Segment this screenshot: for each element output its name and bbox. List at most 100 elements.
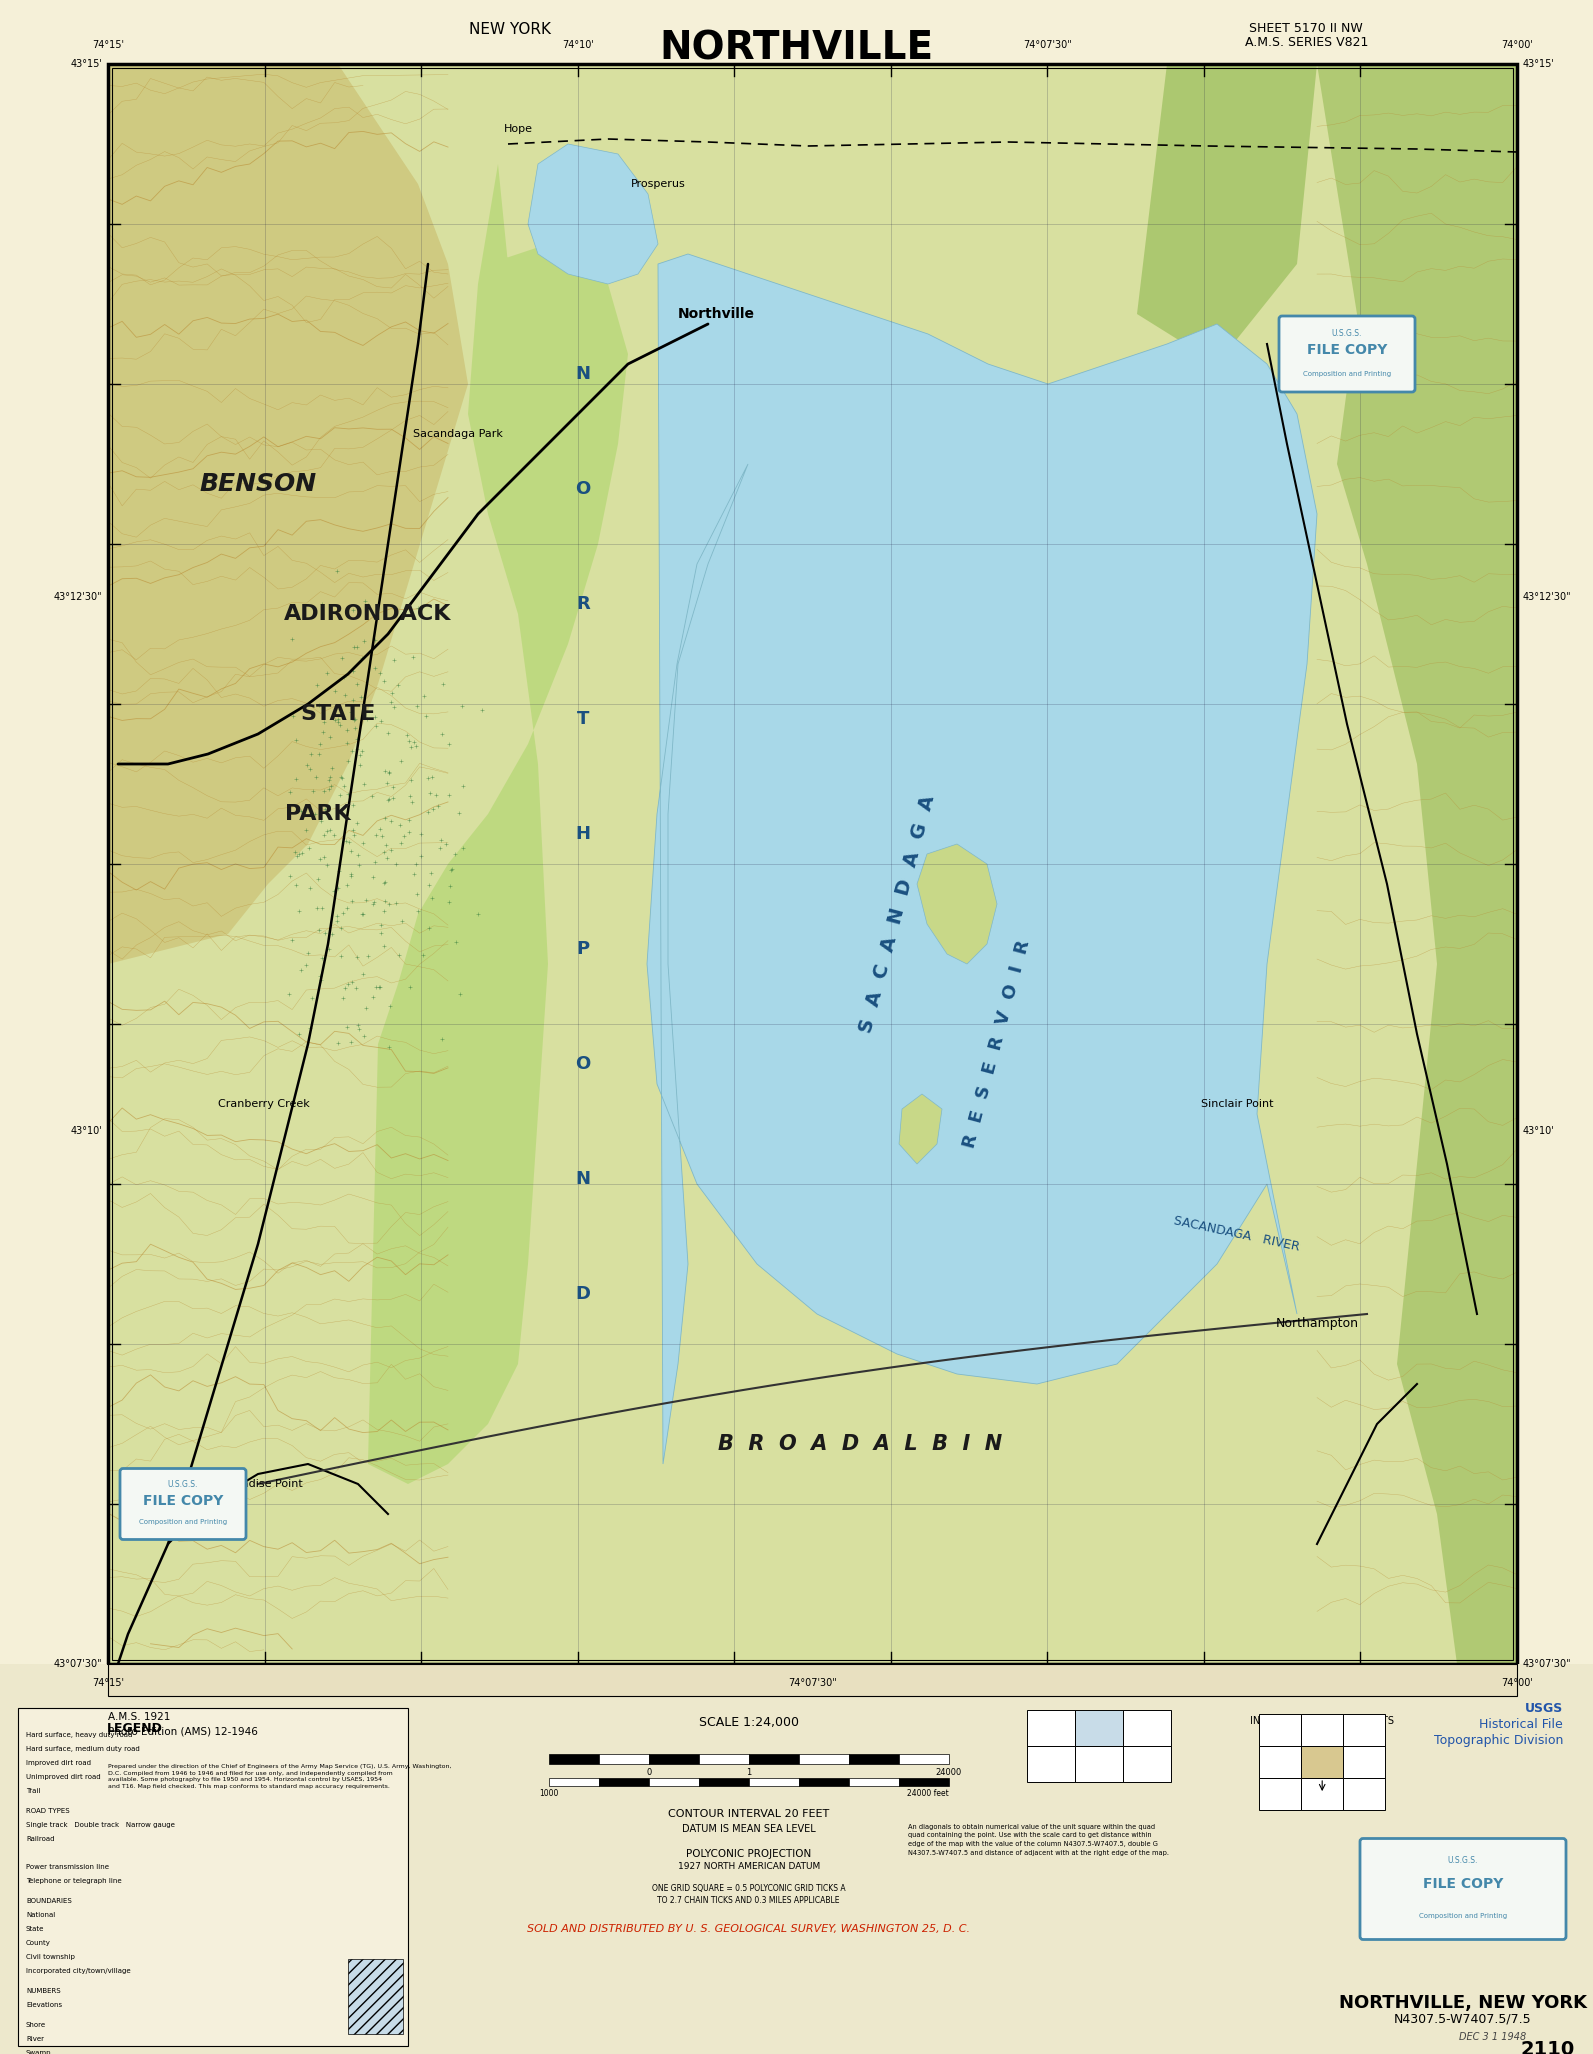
Text: Single track   Double track   Narrow gauge: Single track Double track Narrow gauge — [25, 1822, 175, 1828]
Text: FILE COPY: FILE COPY — [1306, 343, 1388, 357]
Text: A.M.S. SERIES V821: A.M.S. SERIES V821 — [1244, 37, 1368, 49]
Text: 43°15': 43°15' — [70, 60, 102, 70]
Text: Topographic Division: Topographic Division — [1434, 1734, 1563, 1748]
Text: U.S.G.S.: U.S.G.S. — [167, 1481, 198, 1489]
Text: BENSON: BENSON — [199, 472, 317, 495]
Text: Cranberry Creek: Cranberry Creek — [218, 1099, 309, 1109]
Text: Railroad: Railroad — [25, 1836, 54, 1842]
Text: 43°15': 43°15' — [1523, 60, 1555, 70]
Text: POLYCONIC PROJECTION: POLYCONIC PROJECTION — [687, 1849, 811, 1859]
Text: TO 2.7 CHAIN TICKS AND 0.3 MILES APPLICABLE: TO 2.7 CHAIN TICKS AND 0.3 MILES APPLICA… — [658, 1896, 840, 1904]
Text: CONTOUR INTERVAL 20 FEET: CONTOUR INTERVAL 20 FEET — [667, 1810, 830, 1820]
Polygon shape — [918, 844, 997, 963]
Text: 74°15': 74°15' — [92, 39, 124, 49]
Bar — [798, 1779, 849, 1787]
Bar — [648, 1779, 699, 1787]
Text: USGS: USGS — [1525, 1703, 1563, 1715]
Text: Incorporated city/town/village: Incorporated city/town/village — [25, 1968, 131, 1974]
Text: FILE COPY: FILE COPY — [143, 1493, 223, 1508]
Bar — [1343, 1779, 1386, 1810]
Polygon shape — [1317, 64, 1517, 1664]
Text: N: N — [575, 1171, 591, 1187]
Bar — [1075, 1746, 1123, 1783]
Text: 1927 NORTH AMERICAN DATUM: 1927 NORTH AMERICAN DATUM — [677, 1863, 820, 1871]
Text: County: County — [25, 1939, 51, 1945]
Text: R  E  S  E  R  V  O  I  R: R E S E R V O I R — [961, 939, 1034, 1150]
Bar — [1343, 1746, 1386, 1779]
Bar — [1123, 1711, 1171, 1746]
Bar — [108, 64, 1517, 1664]
Text: STATE: STATE — [301, 705, 376, 723]
Text: 1000: 1000 — [538, 1789, 559, 1797]
Bar — [1301, 1746, 1343, 1779]
Bar — [108, 64, 1517, 1664]
Text: N4307.5-W7407.5/7.5: N4307.5-W7407.5/7.5 — [1394, 2013, 1532, 2025]
Bar — [798, 1754, 849, 1764]
Text: Elevations: Elevations — [25, 2003, 62, 2009]
Text: Unimproved dirt road: Unimproved dirt road — [25, 1775, 100, 1781]
Text: PARK: PARK — [285, 803, 350, 824]
Text: NEW YORK: NEW YORK — [468, 23, 551, 37]
Bar — [699, 1779, 749, 1787]
Text: Prepared under the direction of the Chief of Engineers of the Army Map Service (: Prepared under the direction of the Chie… — [108, 1764, 451, 1789]
Text: 43°10': 43°10' — [70, 1126, 102, 1136]
Text: Improved dirt road: Improved dirt road — [25, 1760, 91, 1766]
Text: INDEX TO ADJOINING SHEETS: INDEX TO ADJOINING SHEETS — [1251, 1715, 1394, 1725]
Text: Composition and Printing: Composition and Printing — [1419, 1912, 1507, 1918]
Text: SOLD AND DISTRIBUTED BY U. S. GEOLOGICAL SURVEY, WASHINGTON 25, D. C.: SOLD AND DISTRIBUTED BY U. S. GEOLOGICAL… — [527, 1925, 970, 1935]
Text: River: River — [25, 2036, 45, 2042]
Bar — [599, 1754, 648, 1764]
Text: FILE COPY: FILE COPY — [1423, 1877, 1504, 1892]
Text: 0: 0 — [647, 1768, 652, 1777]
Text: SCALE 1:24,000: SCALE 1:24,000 — [699, 1715, 798, 1729]
Text: Northville: Northville — [679, 306, 755, 320]
Text: NUMBERS: NUMBERS — [25, 1988, 61, 1994]
Text: Swamp: Swamp — [25, 2050, 51, 2054]
Text: O: O — [575, 1056, 591, 1072]
Text: Sinclair Point: Sinclair Point — [1201, 1099, 1273, 1109]
Text: Telephone or telegraph line: Telephone or telegraph line — [25, 1877, 121, 1884]
Bar — [1027, 1711, 1075, 1746]
Text: DATUM IS MEAN SEA LEVEL: DATUM IS MEAN SEA LEVEL — [682, 1824, 816, 1834]
Text: 43°12'30": 43°12'30" — [1523, 592, 1572, 602]
Bar — [1301, 1779, 1343, 1810]
Bar — [749, 1779, 798, 1787]
Text: Composition and Printing: Composition and Printing — [139, 1520, 228, 1526]
Text: ROAD TYPES: ROAD TYPES — [25, 1808, 70, 1814]
Bar — [1027, 1746, 1075, 1783]
Text: H: H — [575, 826, 591, 842]
Text: 2110: 2110 — [1521, 2040, 1575, 2054]
Bar — [108, 1664, 1517, 1697]
Text: ONE GRID SQUARE = 0.5 POLYCONIC GRID TICKS A: ONE GRID SQUARE = 0.5 POLYCONIC GRID TIC… — [652, 1884, 846, 1894]
Text: N: N — [575, 366, 591, 382]
Bar — [0, 1664, 1593, 2054]
Text: 43°07'30": 43°07'30" — [54, 1660, 102, 1670]
Text: DEC 3 1 1948: DEC 3 1 1948 — [1459, 2031, 1526, 2042]
Text: LEGEND: LEGEND — [107, 1721, 162, 1736]
Polygon shape — [527, 144, 658, 283]
Text: Hard surface, heavy duty road: Hard surface, heavy duty road — [25, 1732, 132, 1738]
Bar — [1258, 1713, 1301, 1746]
Polygon shape — [108, 64, 468, 963]
Text: B  R  O  A  D  A  L  B  I  N: B R O A D A L B I N — [718, 1434, 1002, 1454]
Text: 74°00': 74°00' — [1501, 1678, 1532, 1688]
Text: Prosperus: Prosperus — [631, 179, 685, 189]
Text: Civil township: Civil township — [25, 1953, 75, 1960]
Text: Composition and Printing: Composition and Printing — [1303, 370, 1391, 376]
Text: 74°07'30": 74°07'30" — [789, 1678, 836, 1688]
Text: SHEET 5170 II NW: SHEET 5170 II NW — [1249, 23, 1364, 35]
Bar — [898, 1779, 949, 1787]
Text: A.M.S. 1921: A.M.S. 1921 — [108, 1711, 170, 1721]
Bar — [648, 1754, 699, 1764]
Text: 74°00': 74°00' — [1501, 39, 1532, 49]
Bar — [1343, 1713, 1386, 1746]
Text: 43°12'30": 43°12'30" — [54, 592, 102, 602]
Bar — [849, 1779, 898, 1787]
Polygon shape — [368, 164, 628, 1483]
Bar — [548, 1779, 599, 1787]
FancyBboxPatch shape — [1279, 316, 1415, 392]
Polygon shape — [1137, 64, 1317, 364]
Bar — [1258, 1779, 1301, 1810]
Bar — [112, 68, 1513, 1660]
Bar — [1075, 1711, 1123, 1746]
